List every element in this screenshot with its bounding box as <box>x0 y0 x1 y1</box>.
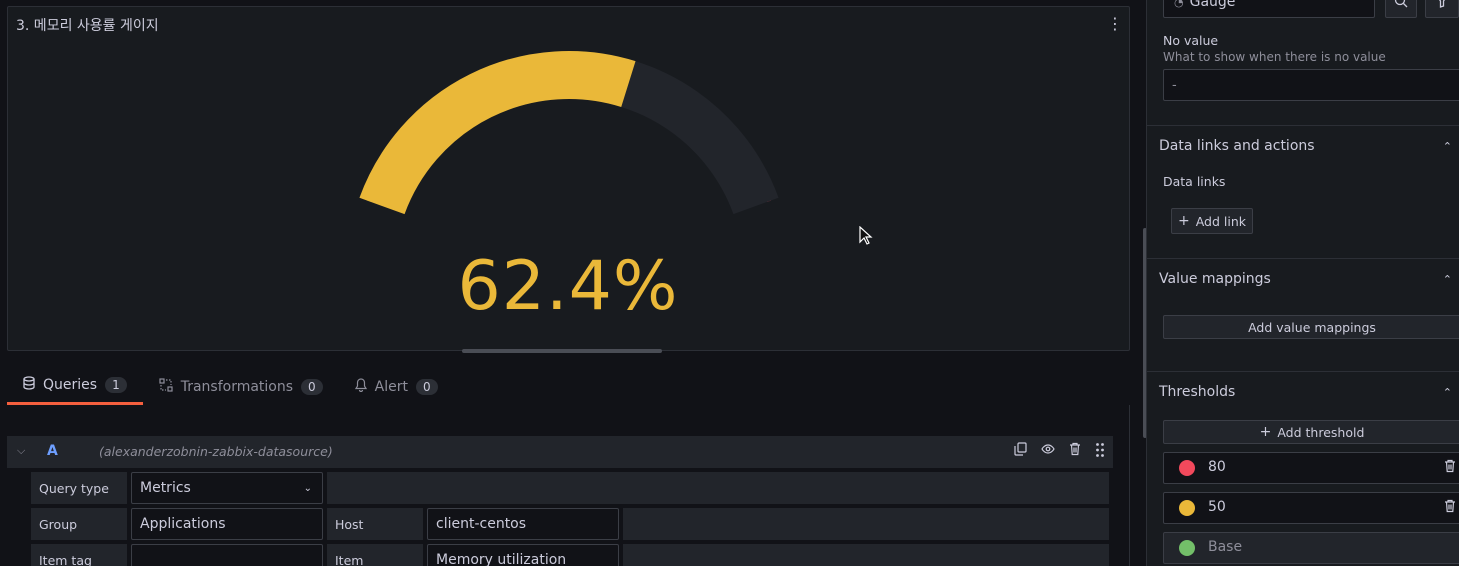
plus-icon: + <box>1259 424 1272 440</box>
trash-icon[interactable] <box>1444 459 1456 477</box>
query-type-row: Query type Metrics ⌄ <box>31 472 1109 504</box>
cursor-icon <box>859 226 873 245</box>
visualization-picker-label: Gauge <box>1189 0 1236 10</box>
drag-handle-icon[interactable] <box>1095 442 1105 462</box>
query-type-select[interactable]: Metrics ⌄ <box>131 472 323 504</box>
query-editor: ⌵ A (alexanderzobnin-zabbix-datasource) … <box>7 405 1130 566</box>
standard-options-section: No value What to show when there is no v… <box>1147 0 1459 126</box>
item-row: Item tag Item Memory utilization <box>31 544 1109 566</box>
gauge-icon: ◔ <box>1174 0 1184 9</box>
group-label: Group <box>31 508 127 540</box>
group-host-row: Group Applications Host client-centos <box>31 508 1109 540</box>
database-icon <box>23 376 35 394</box>
gauge-value-arc <box>359 51 636 215</box>
item-label: Item <box>327 544 423 566</box>
eye-icon[interactable] <box>1041 442 1055 462</box>
tab-transformations-count: 0 <box>301 378 323 395</box>
threshold-row-base: Base <box>1163 532 1459 564</box>
threshold-color-swatch[interactable] <box>1179 500 1195 516</box>
no-value-input[interactable]: - <box>1163 69 1459 101</box>
data-links-sub: Data links <box>1163 174 1226 189</box>
value-mappings-section: Value mappings ⌃ Add value mappings <box>1147 259 1459 372</box>
query-row-header[interactable]: ⌵ A (alexanderzobnin-zabbix-datasource) <box>7 436 1113 468</box>
threshold-color-swatch[interactable] <box>1179 460 1195 476</box>
query-actions <box>1014 442 1105 462</box>
row-filler <box>623 544 1109 566</box>
tab-alert[interactable]: Alert 0 <box>339 368 454 405</box>
query-tabs: Queries 1 Transformations 0 Alert 0 <box>7 368 454 406</box>
threshold-value: Base <box>1208 539 1243 555</box>
host-input[interactable]: client-centos <box>427 508 619 540</box>
threshold-value[interactable]: 50 <box>1208 499 1226 515</box>
data-links-section: Data links and actions ⌃ Data links + Ad… <box>1147 126 1459 259</box>
duplicate-icon[interactable] <box>1014 442 1027 462</box>
item-input[interactable]: Memory utilization <box>427 544 619 566</box>
tab-queries-count: 1 <box>105 377 127 393</box>
data-links-title[interactable]: Data links and actions <box>1159 138 1315 154</box>
search-options-button[interactable] <box>1385 0 1417 18</box>
add-threshold-button[interactable]: + Add threshold <box>1163 420 1459 444</box>
bell-icon <box>354 377 367 396</box>
panel-title: 3. 메모리 사용률 게이지 <box>16 18 159 34</box>
thresholds-title[interactable]: Thresholds <box>1159 384 1236 400</box>
vertical-scrollbar[interactable] <box>1143 228 1147 438</box>
transform-icon <box>159 377 173 396</box>
item-tag-input[interactable] <box>131 544 323 566</box>
chevron-down-icon[interactable]: ⌵ <box>17 444 26 457</box>
chevron-up-icon[interactable]: ⌃ <box>1442 273 1452 286</box>
add-link-button[interactable]: + Add link <box>1171 208 1253 234</box>
search-icon <box>1394 0 1408 11</box>
panel-preview: 3. 메모리 사용률 게이지 ⋮ 62.4% <box>7 6 1130 353</box>
visualization-picker[interactable]: ◔ Gauge ⌄ <box>1163 0 1375 18</box>
trash-icon[interactable] <box>1069 442 1081 462</box>
options-sidebar: ◔ Gauge ⌄ No value What to show when the… <box>1146 0 1459 566</box>
filter-icon <box>1435 0 1449 11</box>
tab-transformations[interactable]: Transformations 0 <box>143 368 339 405</box>
threshold-value[interactable]: 80 <box>1208 459 1226 475</box>
plus-icon: + <box>1177 213 1190 229</box>
group-input[interactable]: Applications <box>131 508 323 540</box>
add-link-label: Add link <box>1195 213 1246 229</box>
tab-alert-label: Alert <box>374 378 408 395</box>
gauge-chart <box>359 51 779 215</box>
tab-transformations-label: Transformations <box>180 378 294 395</box>
threshold-row[interactable]: 80 <box>1163 452 1459 484</box>
chevron-down-icon: ⌄ <box>1356 0 1364 2</box>
trash-icon[interactable] <box>1444 499 1456 517</box>
no-value-title: No value <box>1163 33 1219 48</box>
row-filler <box>327 472 1109 504</box>
query-letter[interactable]: A <box>47 443 58 459</box>
host-label: Host <box>327 508 423 540</box>
value-mappings-title[interactable]: Value mappings <box>1159 271 1271 287</box>
tab-queries-label: Queries <box>43 377 98 393</box>
tab-alert-count: 0 <box>416 378 438 395</box>
threshold-row[interactable]: 50 <box>1163 492 1459 524</box>
no-value-desc: What to show when there is no value <box>1163 50 1386 64</box>
threshold-color-swatch[interactable] <box>1179 540 1195 556</box>
query-datasource: (alexanderzobnin-zabbix-datasource) <box>99 444 333 459</box>
query-type-label: Query type <box>31 472 127 504</box>
item-tag-label: Item tag <box>31 544 127 566</box>
chevron-up-icon[interactable]: ⌃ <box>1442 386 1452 399</box>
add-threshold-label: Add threshold <box>1277 424 1365 440</box>
query-type-value: Metrics <box>140 480 191 496</box>
chevron-up-icon[interactable]: ⌃ <box>1442 140 1452 153</box>
add-value-mappings-button[interactable]: Add value mappings <box>1163 315 1459 339</box>
panel-menu-icon[interactable]: ⋮ <box>1107 14 1123 33</box>
tab-queries[interactable]: Queries 1 <box>7 368 143 405</box>
gauge-value: 62.4% <box>457 247 679 326</box>
row-filler <box>623 508 1109 540</box>
chevron-down-icon: ⌄ <box>303 482 312 494</box>
thresholds-section: Thresholds ⌃ + Add threshold 80 50 Base <box>1147 372 1459 566</box>
horizontal-scrollbar[interactable] <box>462 349 662 353</box>
